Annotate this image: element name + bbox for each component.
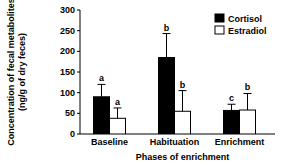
legend: Cortisol Estradiol <box>215 14 267 36</box>
bar <box>224 110 240 134</box>
error-bar <box>244 93 252 110</box>
x-tick-label: Baseline <box>91 137 128 147</box>
bar <box>159 58 175 134</box>
y-tick-label: 100 <box>60 88 75 98</box>
significance-letter: c <box>229 93 234 103</box>
y-tick <box>77 113 80 114</box>
legend-label: Estradiol <box>228 26 267 36</box>
y-tick-label: 150 <box>60 67 75 77</box>
x-axis-label: Phases of enrichment <box>136 152 230 162</box>
significance-letter: a <box>99 73 105 83</box>
legend-swatch <box>215 14 224 22</box>
significance-letter: b <box>164 23 170 33</box>
x-tick-label: Enrichment <box>215 137 265 147</box>
y-tick-label: 250 <box>60 26 75 36</box>
error-bar <box>163 34 171 58</box>
y-tick-label: 200 <box>60 46 75 56</box>
error-bar <box>228 104 236 110</box>
plot-area <box>94 34 256 134</box>
significance-letter: b <box>245 82 251 92</box>
y-tick <box>77 30 80 31</box>
y-tick <box>77 134 80 135</box>
y-tick-label: 50 <box>65 108 75 118</box>
bar <box>240 110 256 134</box>
y-tick <box>77 51 80 52</box>
y-axis-label-line: (ng/g of dry feces) <box>17 33 27 111</box>
error-bar <box>179 91 187 112</box>
error-bar <box>98 84 106 96</box>
y-axis-label: Concentration of fecal metabolites(ng/g … <box>6 0 27 146</box>
legend-label: Cortisol <box>228 14 262 24</box>
error-bar <box>114 108 122 118</box>
y-tick-label: 300 <box>60 5 75 15</box>
y-tick <box>77 72 80 73</box>
significance-letter: a <box>115 97 121 107</box>
x-tick-label: Habituation <box>150 137 200 147</box>
y-axis-label-line: Concentration of fecal metabolites <box>6 0 16 146</box>
bar <box>110 118 126 134</box>
bar <box>94 97 110 134</box>
y-tick <box>77 92 80 93</box>
chart-root: 0 50 100 150 200 250 300 Concentration of fecal… <box>0 0 299 165</box>
chart: 0 50 100 150 200 250 300 Concentration of fecal… <box>0 0 299 165</box>
significance-letter: b <box>180 80 186 90</box>
y-tick-label: 0 <box>70 129 75 139</box>
bar <box>175 111 191 134</box>
legend-swatch <box>215 26 224 34</box>
y-tick <box>77 10 80 11</box>
